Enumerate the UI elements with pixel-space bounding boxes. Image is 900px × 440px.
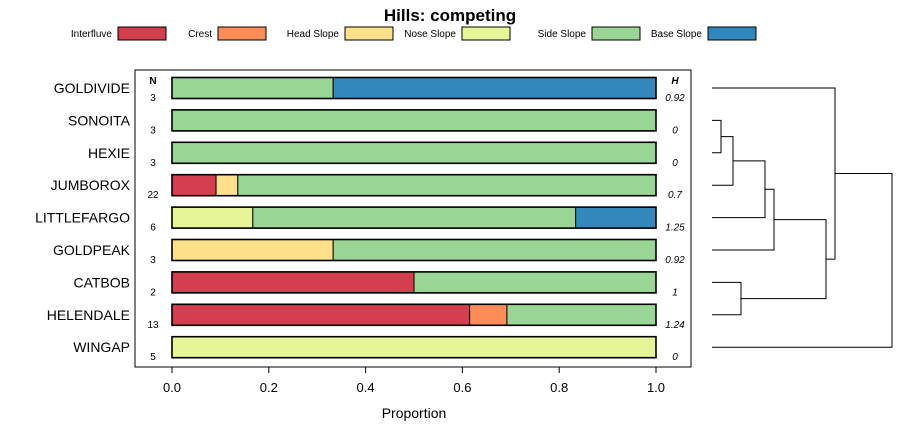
dendrogram-link: [741, 219, 827, 300]
bar-segment: [469, 303, 508, 326]
legend-label-4: Side Slope: [538, 29, 587, 40]
dendrogram-link: [712, 173, 893, 348]
x-tick-label: 0.0: [163, 380, 181, 395]
legend-label-3: Nose Slope: [404, 29, 456, 40]
bar-outline: [171, 141, 657, 165]
x-axis-title: Proportion: [382, 405, 447, 421]
legend-label-5: Base Slope: [651, 29, 703, 40]
row-n-value: 3: [150, 255, 156, 266]
plot-frame: [134, 69, 692, 368]
legend-swatch-1: [217, 26, 267, 41]
dendrogram-link: [712, 119, 722, 154]
dendrogram-link: [712, 136, 734, 186]
h-column-header: H: [671, 76, 679, 87]
bar-segment: [575, 206, 657, 229]
row-h-value: 0.7: [668, 190, 682, 201]
x-tick-label: 0.4: [357, 380, 375, 395]
bar-outline: [171, 109, 657, 132]
dendrogram-link: [712, 281, 742, 316]
row-h-value: 1.25: [665, 223, 685, 234]
x-tick-label: 0.6: [453, 380, 471, 395]
row-label: WINGAP: [73, 339, 130, 355]
bar-segment: [237, 174, 657, 197]
chart-title: Hills: competing: [384, 6, 516, 25]
legend-label-2: Head Slope: [287, 29, 340, 40]
bar-outline: [171, 335, 657, 359]
bar-outline: [171, 303, 657, 327]
bar-outline: [171, 238, 657, 262]
row-n-value: 3: [150, 158, 156, 169]
row-label: CATBOB: [73, 274, 130, 290]
row-label: HELENDALE: [47, 307, 130, 323]
row-n-value: 6: [150, 223, 156, 234]
x-tick-label: 1.0: [647, 380, 665, 395]
legend-label-1: Crest: [188, 29, 212, 40]
row-h-value: 0: [672, 352, 678, 363]
bar-segment: [506, 303, 657, 326]
row-n-value: 2: [150, 287, 156, 298]
x-axis: 0.0 0.2 0.4 0.6 0.8 1.0: [163, 367, 665, 395]
row-n-value: 3: [150, 125, 156, 136]
legend-swatch-4: [591, 26, 641, 41]
bar-outline: [171, 173, 657, 197]
bar-segment: [171, 77, 334, 99]
x-tick-label: 0.8: [550, 380, 568, 395]
bar-segment: [171, 206, 254, 229]
row-h-value: 1: [672, 287, 678, 298]
bar-segment: [413, 271, 657, 294]
n-column-header: N: [149, 76, 156, 87]
bar-segment: [252, 206, 577, 229]
row-n-value: 5: [150, 352, 156, 363]
legend-swatch-2: [344, 26, 394, 41]
bar-segment: [171, 303, 471, 326]
row-label: SONOITA: [68, 112, 131, 128]
bar-outline: [171, 206, 657, 229]
row-h-value: 1.24: [665, 320, 685, 331]
bar-segment: [171, 109, 657, 132]
bar-segment: [171, 239, 334, 261]
legend-label-0: Interfluve: [71, 29, 113, 40]
legend-swatch-3: [461, 26, 511, 41]
row-label: GOLDPEAK: [53, 242, 131, 258]
row-h-value: 0.92: [665, 93, 685, 104]
legend: Interfluve Crest Head Slope Nose Slope Side …: [71, 26, 757, 41]
legend-swatch-0: [117, 26, 167, 41]
bar-segment: [171, 174, 217, 197]
x-tick-label: 0.2: [260, 380, 278, 395]
row-h-value: 0: [672, 125, 678, 136]
bar-segment: [215, 174, 239, 197]
row-label: GOLDIVIDE: [54, 80, 130, 96]
row-label: LITTLEFARGO: [35, 210, 130, 226]
row-label: HEXIE: [88, 145, 130, 161]
dendrogram-link: [712, 160, 766, 219]
row-h-value: 0.92: [665, 255, 685, 266]
row-h-value: 0: [672, 158, 678, 169]
bar-segment: [171, 141, 657, 164]
row-n-value: 13: [147, 320, 159, 331]
bar-outline: [171, 271, 657, 294]
bar-outline: [171, 76, 657, 100]
bar-segment: [332, 239, 657, 261]
bar-segment: [171, 271, 415, 294]
bar-segment: [332, 77, 657, 99]
row-n-value: 3: [150, 93, 156, 104]
row-n-value: 22: [147, 190, 159, 201]
legend-swatch-5: [707, 26, 757, 41]
row-label: JUMBOROX: [51, 177, 131, 193]
bar-segment: [171, 336, 657, 359]
dendrogram: [712, 87, 893, 348]
